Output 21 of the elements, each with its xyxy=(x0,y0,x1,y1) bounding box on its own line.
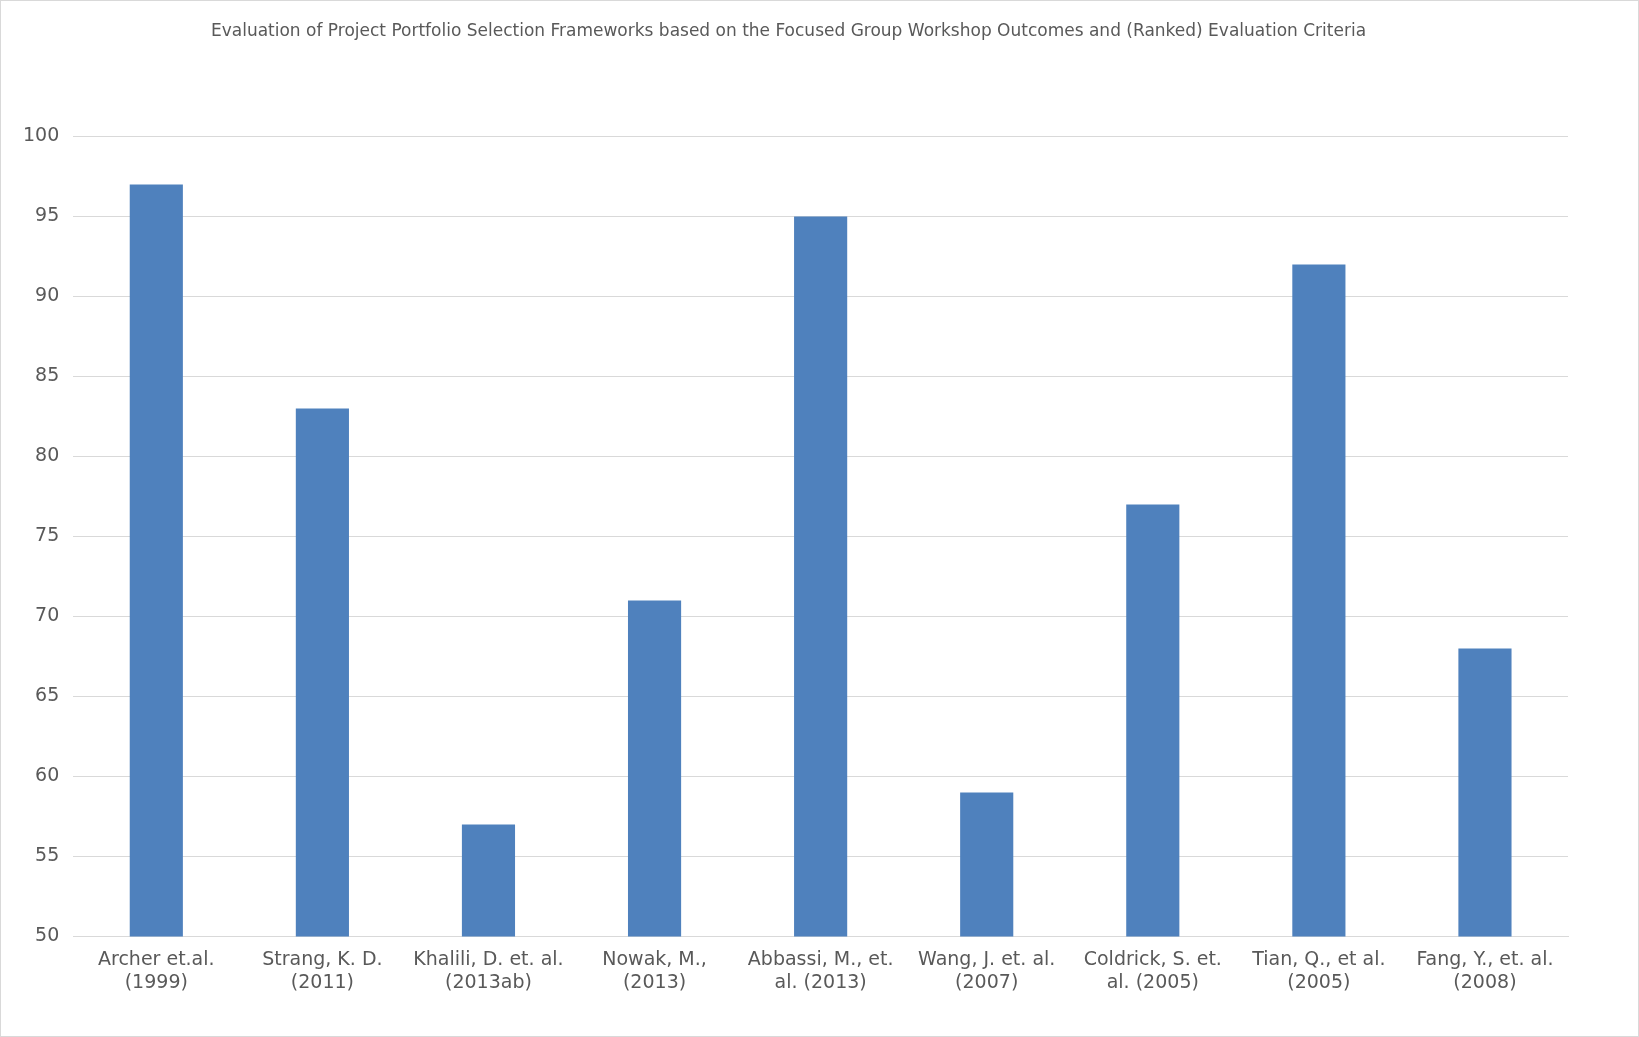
y-tick-label: 90 xyxy=(35,283,60,306)
chart-title: Evaluation of Project Portfolio Selection Frameworks based on the Focused Group Workshop Outcomes and (Ranked) Evaluation Criteria xyxy=(210,19,1367,40)
y-tick-label: 75 xyxy=(35,523,60,546)
x-tick-label: Nowak, M., (2013) xyxy=(602,946,707,992)
y-tick-label: 70 xyxy=(35,603,60,626)
y-tick-label: 95 xyxy=(35,203,60,226)
y-tick-label: 50 xyxy=(35,923,60,946)
x-tick-label: Strang, K. D. (2011) xyxy=(262,946,383,992)
x-tick-label: Khalili, D. et. al. (2013ab) xyxy=(413,946,564,992)
x-tick-label: Wang, J. et. al. (2007) xyxy=(918,946,1056,992)
y-tick-label: 60 xyxy=(35,763,60,786)
x-tick-label: Archer et.al. (1999) xyxy=(98,946,215,992)
y-tick-label: 65 xyxy=(35,683,60,706)
x-tick-label: Abbassi, M., et. al. (2013) xyxy=(747,946,894,992)
y-tick-label: 80 xyxy=(35,443,60,466)
y-tick-label: 55 xyxy=(35,843,60,866)
y-tick-label: 100 xyxy=(23,123,60,146)
x-tick-label: Fang, Y., et. al. (2008) xyxy=(1416,946,1554,992)
y-tick-label: 85 xyxy=(35,363,60,386)
x-tick-label: Coldrick, S. et. al. (2005) xyxy=(1083,946,1222,992)
x-tick-label: Tian, Q., et al. (2005) xyxy=(1251,946,1386,992)
